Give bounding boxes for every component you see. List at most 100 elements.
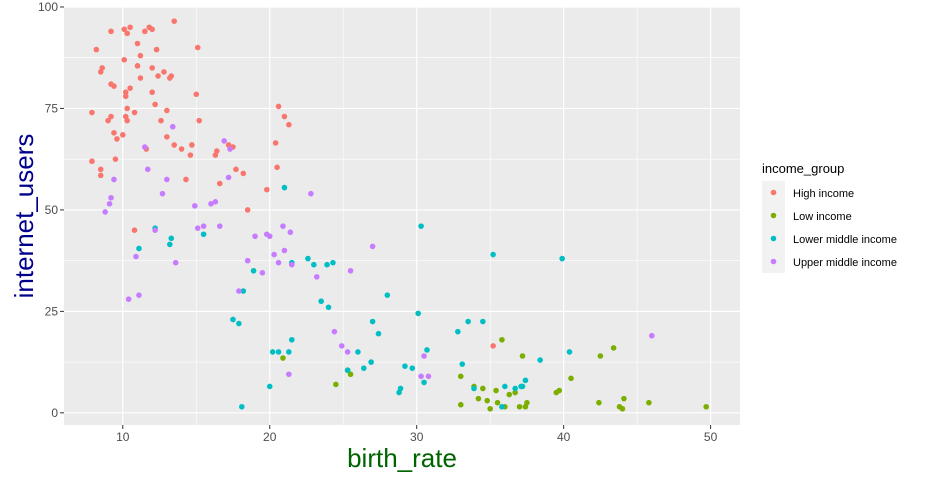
data-point [108,194,114,201]
data-point [311,261,317,268]
data-point [111,130,117,136]
data-point [158,117,164,124]
data-point [171,18,178,25]
data-point [288,261,295,268]
legend-title: income_group [762,161,844,176]
data-point [121,26,128,33]
data-point [114,136,120,142]
data-point [287,229,294,236]
data-point [281,247,288,254]
data-point [274,164,280,171]
data-point [152,101,158,108]
data-point [111,176,117,183]
data-point [272,140,279,146]
data-point [355,349,361,355]
data-point [133,253,139,260]
data-point [421,353,427,359]
data-point [512,385,518,392]
legend-label: Low income [793,211,852,223]
data-point [134,63,141,69]
data-point [93,46,100,53]
legend-item: Lower middle income [762,227,897,250]
data-point [125,296,132,302]
data-point [360,365,367,371]
data-point [216,180,223,187]
data-point [397,385,404,392]
data-point [121,56,128,63]
data-point [487,405,493,412]
data-point [537,357,543,363]
data-point [164,107,170,114]
data-point [596,399,602,406]
data-point [124,105,130,112]
data-point [610,345,617,351]
data-point [368,359,374,365]
data-point [703,403,709,410]
data-point [193,91,200,98]
data-point [200,223,207,229]
data-point [275,349,282,355]
data-point [122,89,129,96]
data-point [142,28,148,35]
data-point [415,310,421,317]
data-point [153,46,160,53]
data-point [172,259,179,266]
data-point [347,267,354,274]
data-point [522,377,529,384]
y-tick-label: 100 [38,0,58,14]
data-point [347,371,354,378]
plot-panel [64,7,740,425]
data-point [137,52,144,59]
legend-marker [770,258,777,265]
data-point [269,349,276,355]
data-point [134,40,141,47]
data-point [646,399,652,406]
data-point [183,176,189,183]
data-point [152,227,158,234]
data-point [649,332,655,339]
data-point [108,28,114,35]
data-point [402,363,408,369]
data-point [568,375,574,382]
data-point [169,123,176,130]
data-point [286,121,292,128]
data-point [252,233,258,240]
data-point [418,373,424,380]
data-point [409,365,416,371]
data-point [499,336,505,343]
data-point [240,288,247,294]
data-point [171,142,178,148]
data-point [99,65,106,71]
y-tick-label: 0 [51,406,58,420]
data-point [168,235,175,242]
data-point [122,93,129,100]
data-point [344,367,351,374]
x-tick-label: 30 [410,430,424,444]
data-point [288,336,295,343]
data-point [480,318,486,325]
data-point [102,209,108,215]
x-axis-label: birth_rate [347,443,457,473]
data-point [161,69,167,75]
data-point [131,227,138,234]
data-point [281,113,288,120]
data-point [369,318,376,325]
x-axis-ticks: 10 20 30 40 50 [116,425,718,444]
data-point [144,166,151,173]
data-point [124,117,130,124]
legend-label: High income [793,188,854,200]
legend-label: Lower middle income [793,234,897,246]
data-point [124,30,130,37]
data-point [490,343,496,349]
data-point [149,26,155,33]
data-point [418,223,424,229]
data-point [127,24,133,31]
data-point [236,288,242,294]
data-point [108,113,114,120]
data-point [457,373,464,380]
legend-marker [770,189,777,196]
data-point [490,251,496,258]
data-point [480,385,486,392]
data-points [89,18,709,412]
